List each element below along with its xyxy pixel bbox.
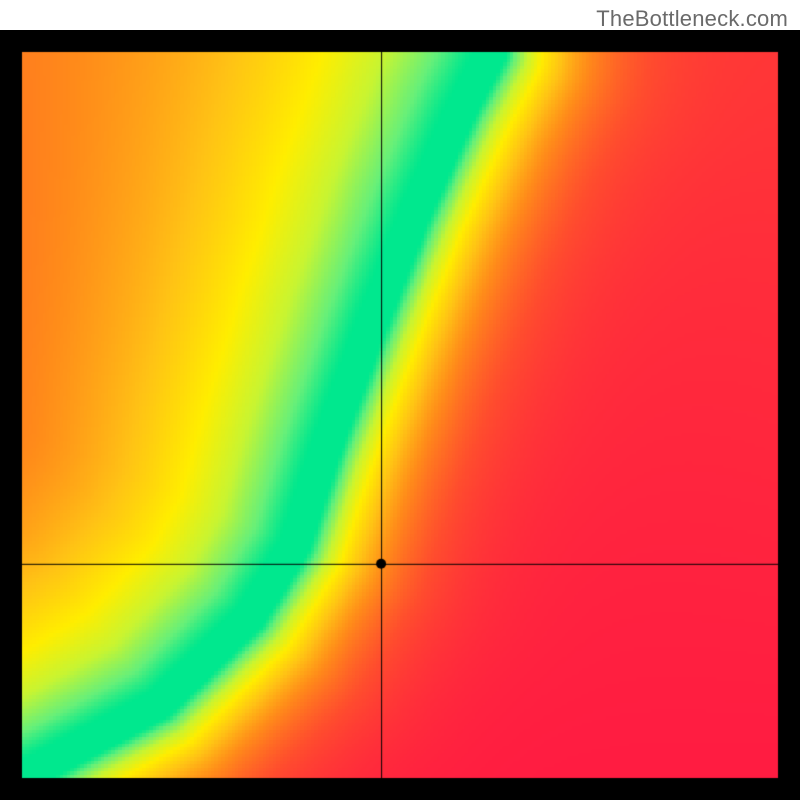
watermark: TheBottleneck.com — [596, 6, 788, 32]
heatmap-canvas — [0, 30, 800, 800]
heatmap-plot — [0, 30, 800, 800]
